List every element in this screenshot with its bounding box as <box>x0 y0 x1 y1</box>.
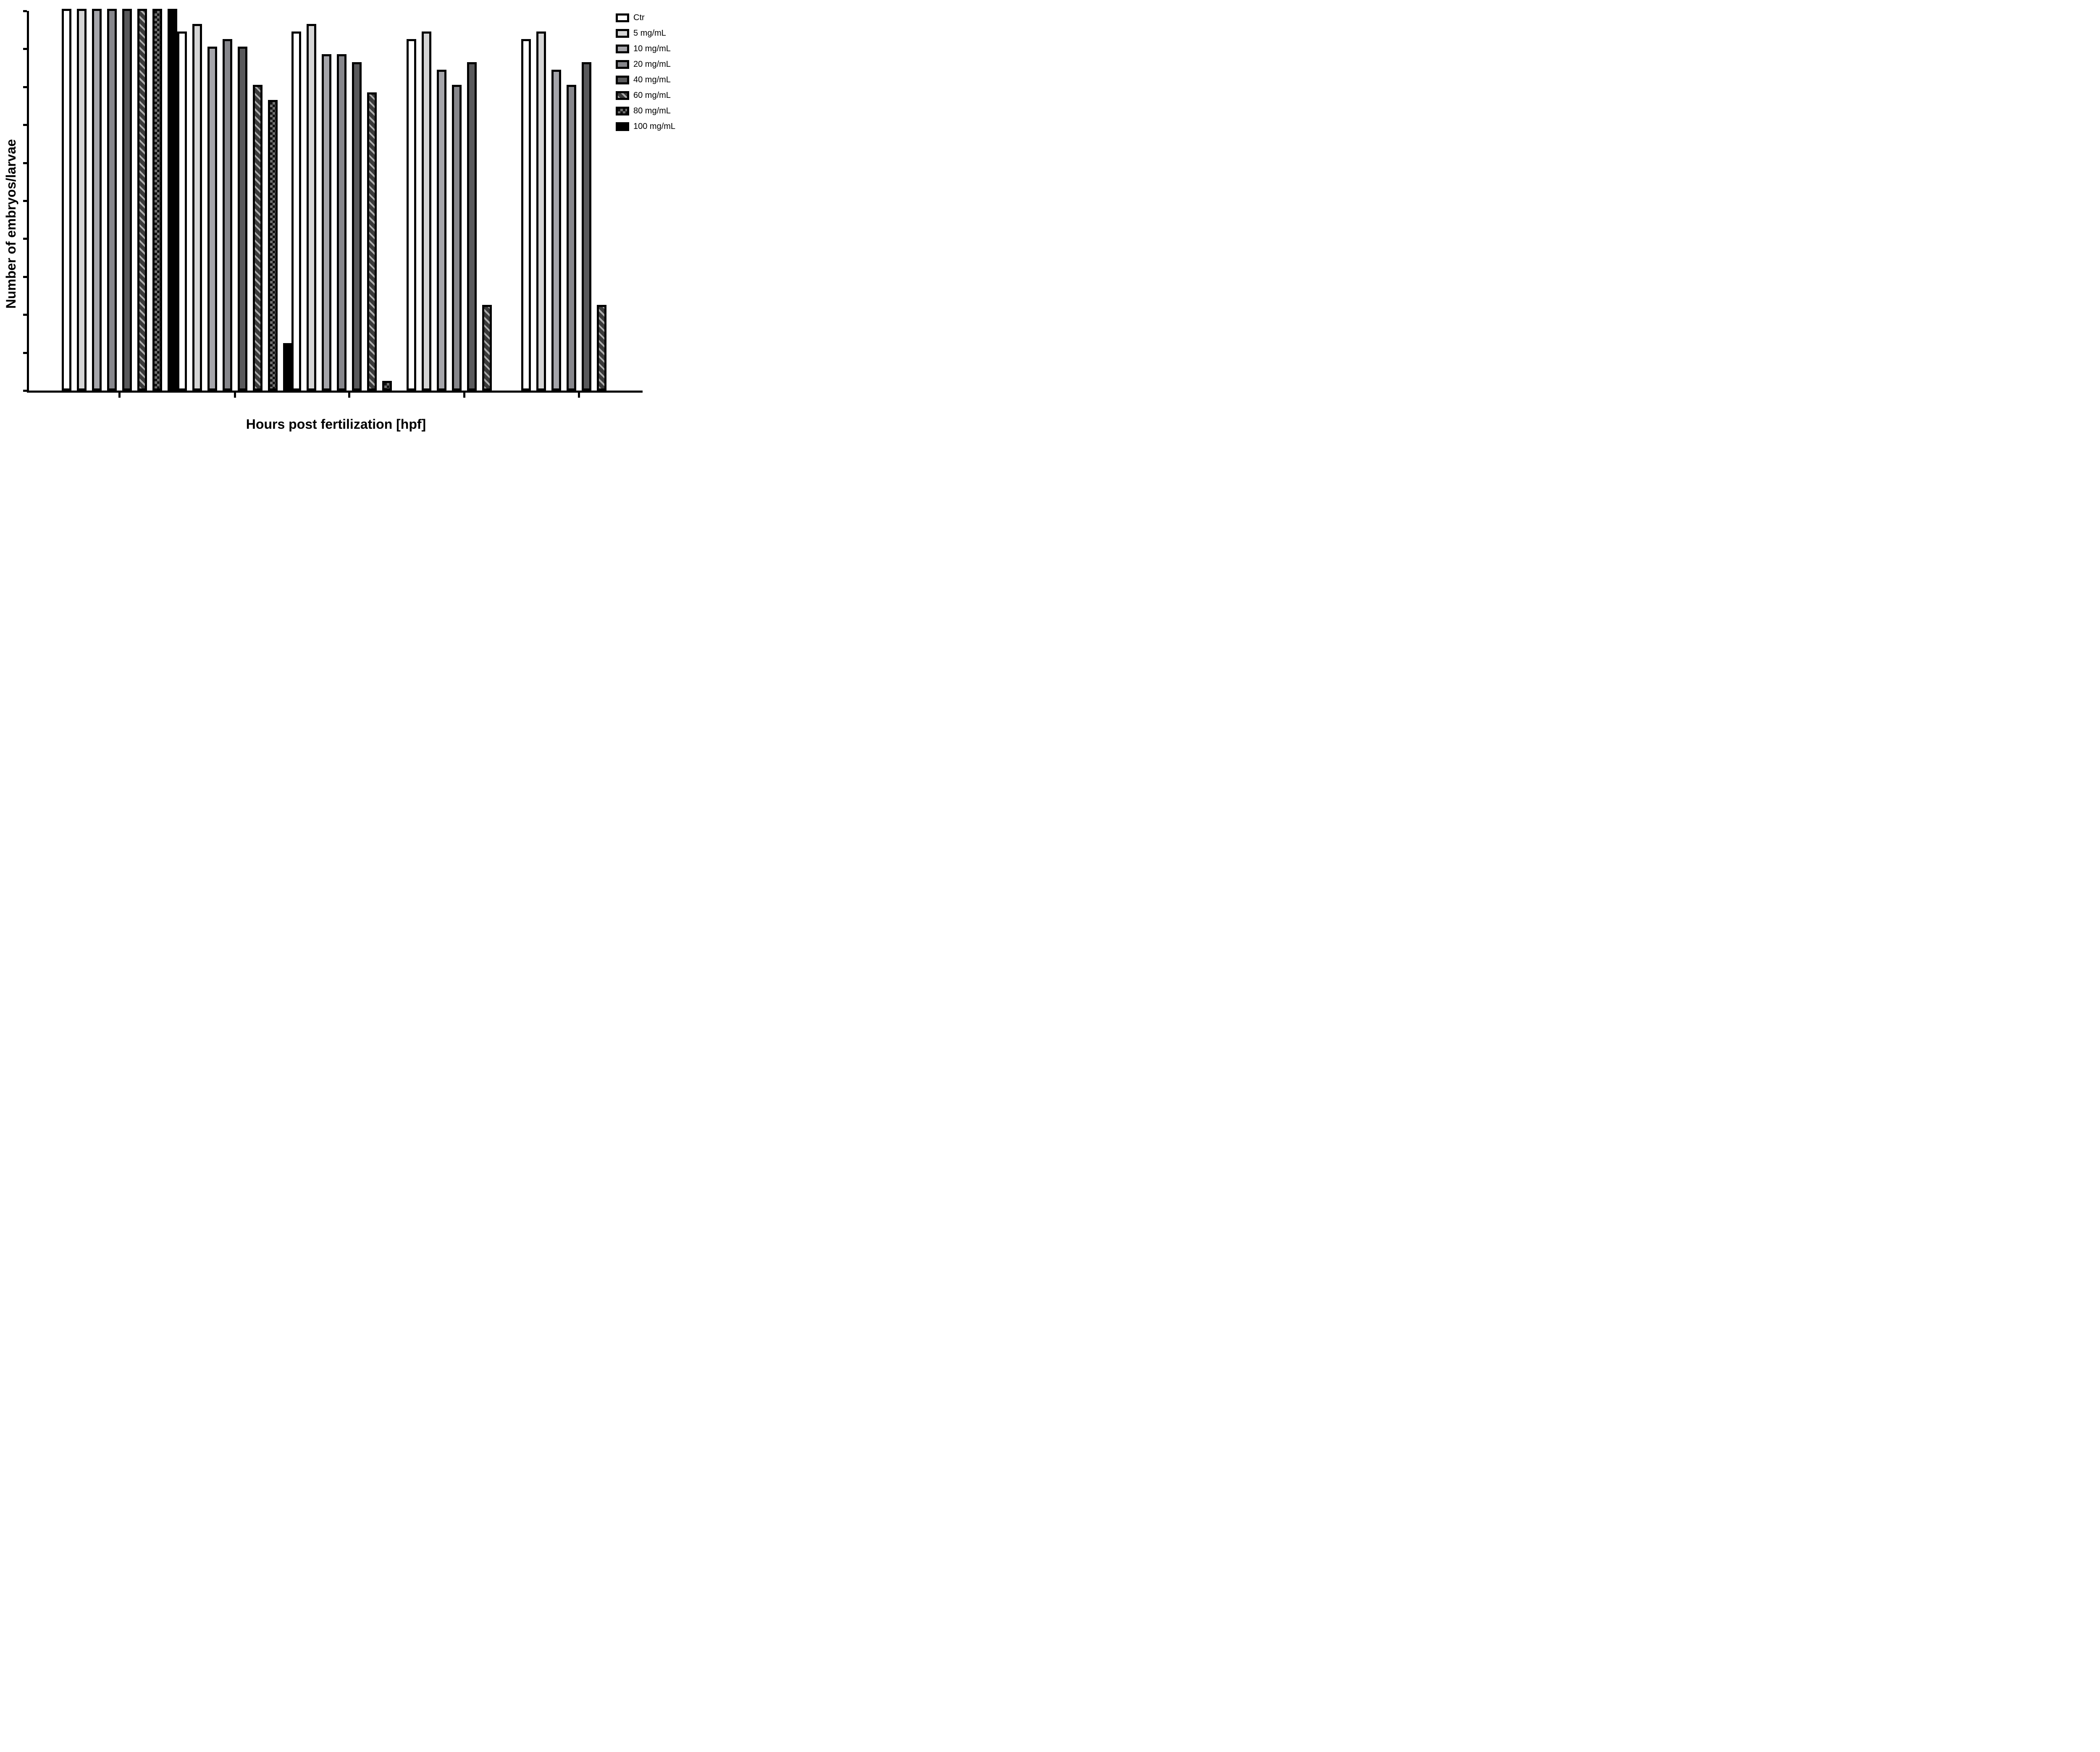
legend-swatch-Ctr <box>616 13 629 22</box>
bar-96hpf-Ctr <box>521 39 531 391</box>
x-axis-title: Hours post fertilization [hpf] <box>246 417 426 432</box>
bar-96hpf-60mg/mL <box>596 305 606 391</box>
bar-24hpf-80mg/mL <box>268 100 278 391</box>
legend-item: 10 mg/mL <box>616 41 675 57</box>
bar-2.5hpf-60mg/mL <box>137 9 147 391</box>
bar-72hpf-20mg/mL <box>452 84 462 391</box>
bar-chart-figure: Number of embryos/larvae Hours post fert… <box>0 0 693 438</box>
legend-item: 60 mg/mL <box>616 88 675 103</box>
y-axis-title: Number of embryos/larvae <box>3 139 18 309</box>
legend-label: 40 mg/mL <box>633 75 671 84</box>
legend-swatch-20mg/mL <box>616 60 629 69</box>
legend-swatch-100mg/mL <box>616 122 629 131</box>
legend-label: 20 mg/mL <box>633 60 671 69</box>
x-tick <box>234 393 236 398</box>
x-tick <box>348 393 350 398</box>
bar-96hpf-20mg/mL <box>566 84 576 391</box>
legend-label: 100 mg/mL <box>633 122 676 131</box>
legend-swatch-60mg/mL <box>616 91 629 100</box>
legend-label: 5 mg/mL <box>633 29 666 38</box>
legend-item: 20 mg/mL <box>616 57 675 72</box>
y-axis-line <box>27 11 29 393</box>
legend-label: Ctr <box>633 13 645 22</box>
y-tick <box>23 238 27 240</box>
y-tick <box>23 390 27 392</box>
legend-label: 80 mg/mL <box>633 106 671 115</box>
legend-swatch-10mg/mL <box>616 45 629 53</box>
bar-2.5hpf-Ctr <box>61 9 71 391</box>
bar-2.5hpf-100mg/mL <box>167 9 177 391</box>
bar-72hpf-Ctr <box>406 39 416 391</box>
bar-48hpf-10mg/mL <box>321 54 331 391</box>
legend: Ctr 5 mg/mL 10 mg/mL 20 mg/mL 40 mg/mL 60 mg/… <box>616 10 675 134</box>
y-tick <box>23 86 27 88</box>
bar-24hpf-40mg/mL <box>237 47 247 391</box>
y-tick <box>23 162 27 164</box>
y-tick <box>23 10 27 12</box>
legend-swatch-80mg/mL <box>616 107 629 115</box>
bar-48hpf-80mg/mL <box>382 380 392 391</box>
bar-48hpf-Ctr <box>291 31 301 391</box>
bar-2.5hpf-5mg/mL <box>76 9 87 391</box>
y-tick <box>23 48 27 50</box>
y-tick <box>23 200 27 202</box>
y-tick <box>23 351 27 354</box>
bar-96hpf-40mg/mL <box>581 62 591 391</box>
bar-24hpf-100mg/mL <box>283 343 293 391</box>
bar-48hpf-60mg/mL <box>367 92 377 391</box>
bar-24hpf-60mg/mL <box>252 84 262 391</box>
bar-24hpf-10mg/mL <box>207 47 217 391</box>
bar-2.5hpf-40mg/mL <box>122 9 132 391</box>
bar-2.5hpf-20mg/mL <box>107 9 117 391</box>
bar-96hpf-5mg/mL <box>536 31 546 391</box>
bar-2.5hpf-80mg/mL <box>152 9 162 391</box>
legend-item: 5 mg/mL <box>616 26 675 41</box>
x-tick <box>118 393 121 398</box>
legend-item: Ctr <box>616 10 675 26</box>
bar-48hpf-5mg/mL <box>306 24 316 391</box>
y-tick <box>23 275 27 278</box>
bar-24hpf-Ctr <box>177 31 187 391</box>
bar-72hpf-40mg/mL <box>467 62 477 391</box>
legend-item: 80 mg/mL <box>616 103 675 119</box>
legend-swatch-40mg/mL <box>616 76 629 84</box>
legend-label: 60 mg/mL <box>633 91 671 100</box>
y-tick <box>23 314 27 316</box>
bar-2.5hpf-10mg/mL <box>92 9 102 391</box>
bar-48hpf-40mg/mL <box>352 62 362 391</box>
x-tick <box>578 393 580 398</box>
legend-label: 10 mg/mL <box>633 44 671 53</box>
bar-24hpf-20mg/mL <box>222 39 232 391</box>
bar-72hpf-60mg/mL <box>482 305 492 391</box>
bar-24hpf-5mg/mL <box>192 24 202 391</box>
bar-48hpf-20mg/mL <box>336 54 346 391</box>
y-tick <box>23 124 27 126</box>
x-tick <box>463 393 465 398</box>
bar-96hpf-10mg/mL <box>551 69 561 391</box>
legend-item: 40 mg/mL <box>616 72 675 88</box>
bar-72hpf-10mg/mL <box>436 69 446 391</box>
legend-item: 100 mg/mL <box>616 119 675 134</box>
legend-swatch-5mg/mL <box>616 29 629 38</box>
x-axis-line <box>27 391 643 393</box>
bar-72hpf-5mg/mL <box>421 31 431 391</box>
